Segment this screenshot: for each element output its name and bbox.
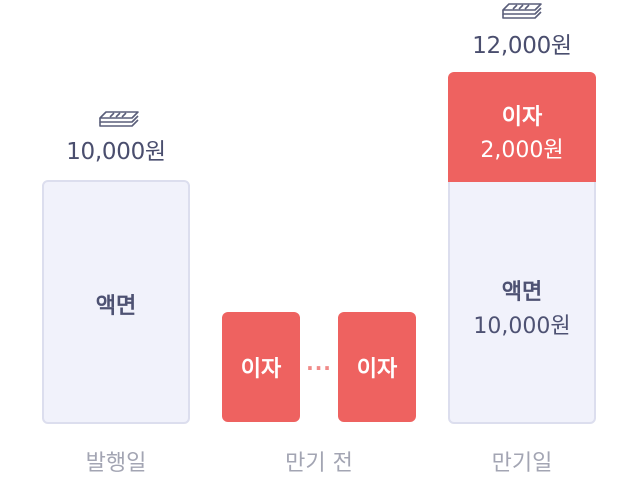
face-value-label: 액면 xyxy=(95,294,137,319)
interest-bar: 이자 2,000원 xyxy=(448,72,596,182)
interest-label: 이자 xyxy=(356,357,398,382)
issue-amount: 10,000원 xyxy=(66,139,166,165)
interest-box: 이자 xyxy=(222,312,300,422)
interest-box: 이자 xyxy=(338,312,416,422)
stage-label-before-maturity: 만기 전 xyxy=(285,451,353,476)
face-value-bar: 액면 xyxy=(42,180,190,424)
interest-label: 이자 xyxy=(240,357,282,382)
maturity-total-amount: 12,000원 xyxy=(472,33,572,59)
stage-label-issue: 발행일 xyxy=(85,451,147,476)
face-value-amount: 10,000원 xyxy=(473,314,571,339)
ellipsis: ··· xyxy=(306,356,332,380)
money-stack-icon xyxy=(99,111,139,127)
interest-label: 이자 xyxy=(501,105,543,130)
interest-amount: 2,000원 xyxy=(480,138,564,163)
face-value-label: 액면 xyxy=(501,280,543,305)
stage-label-maturity: 만기일 xyxy=(491,451,553,476)
money-stack-icon xyxy=(502,3,542,19)
face-value-bar: 액면 10,000원 xyxy=(448,174,596,424)
